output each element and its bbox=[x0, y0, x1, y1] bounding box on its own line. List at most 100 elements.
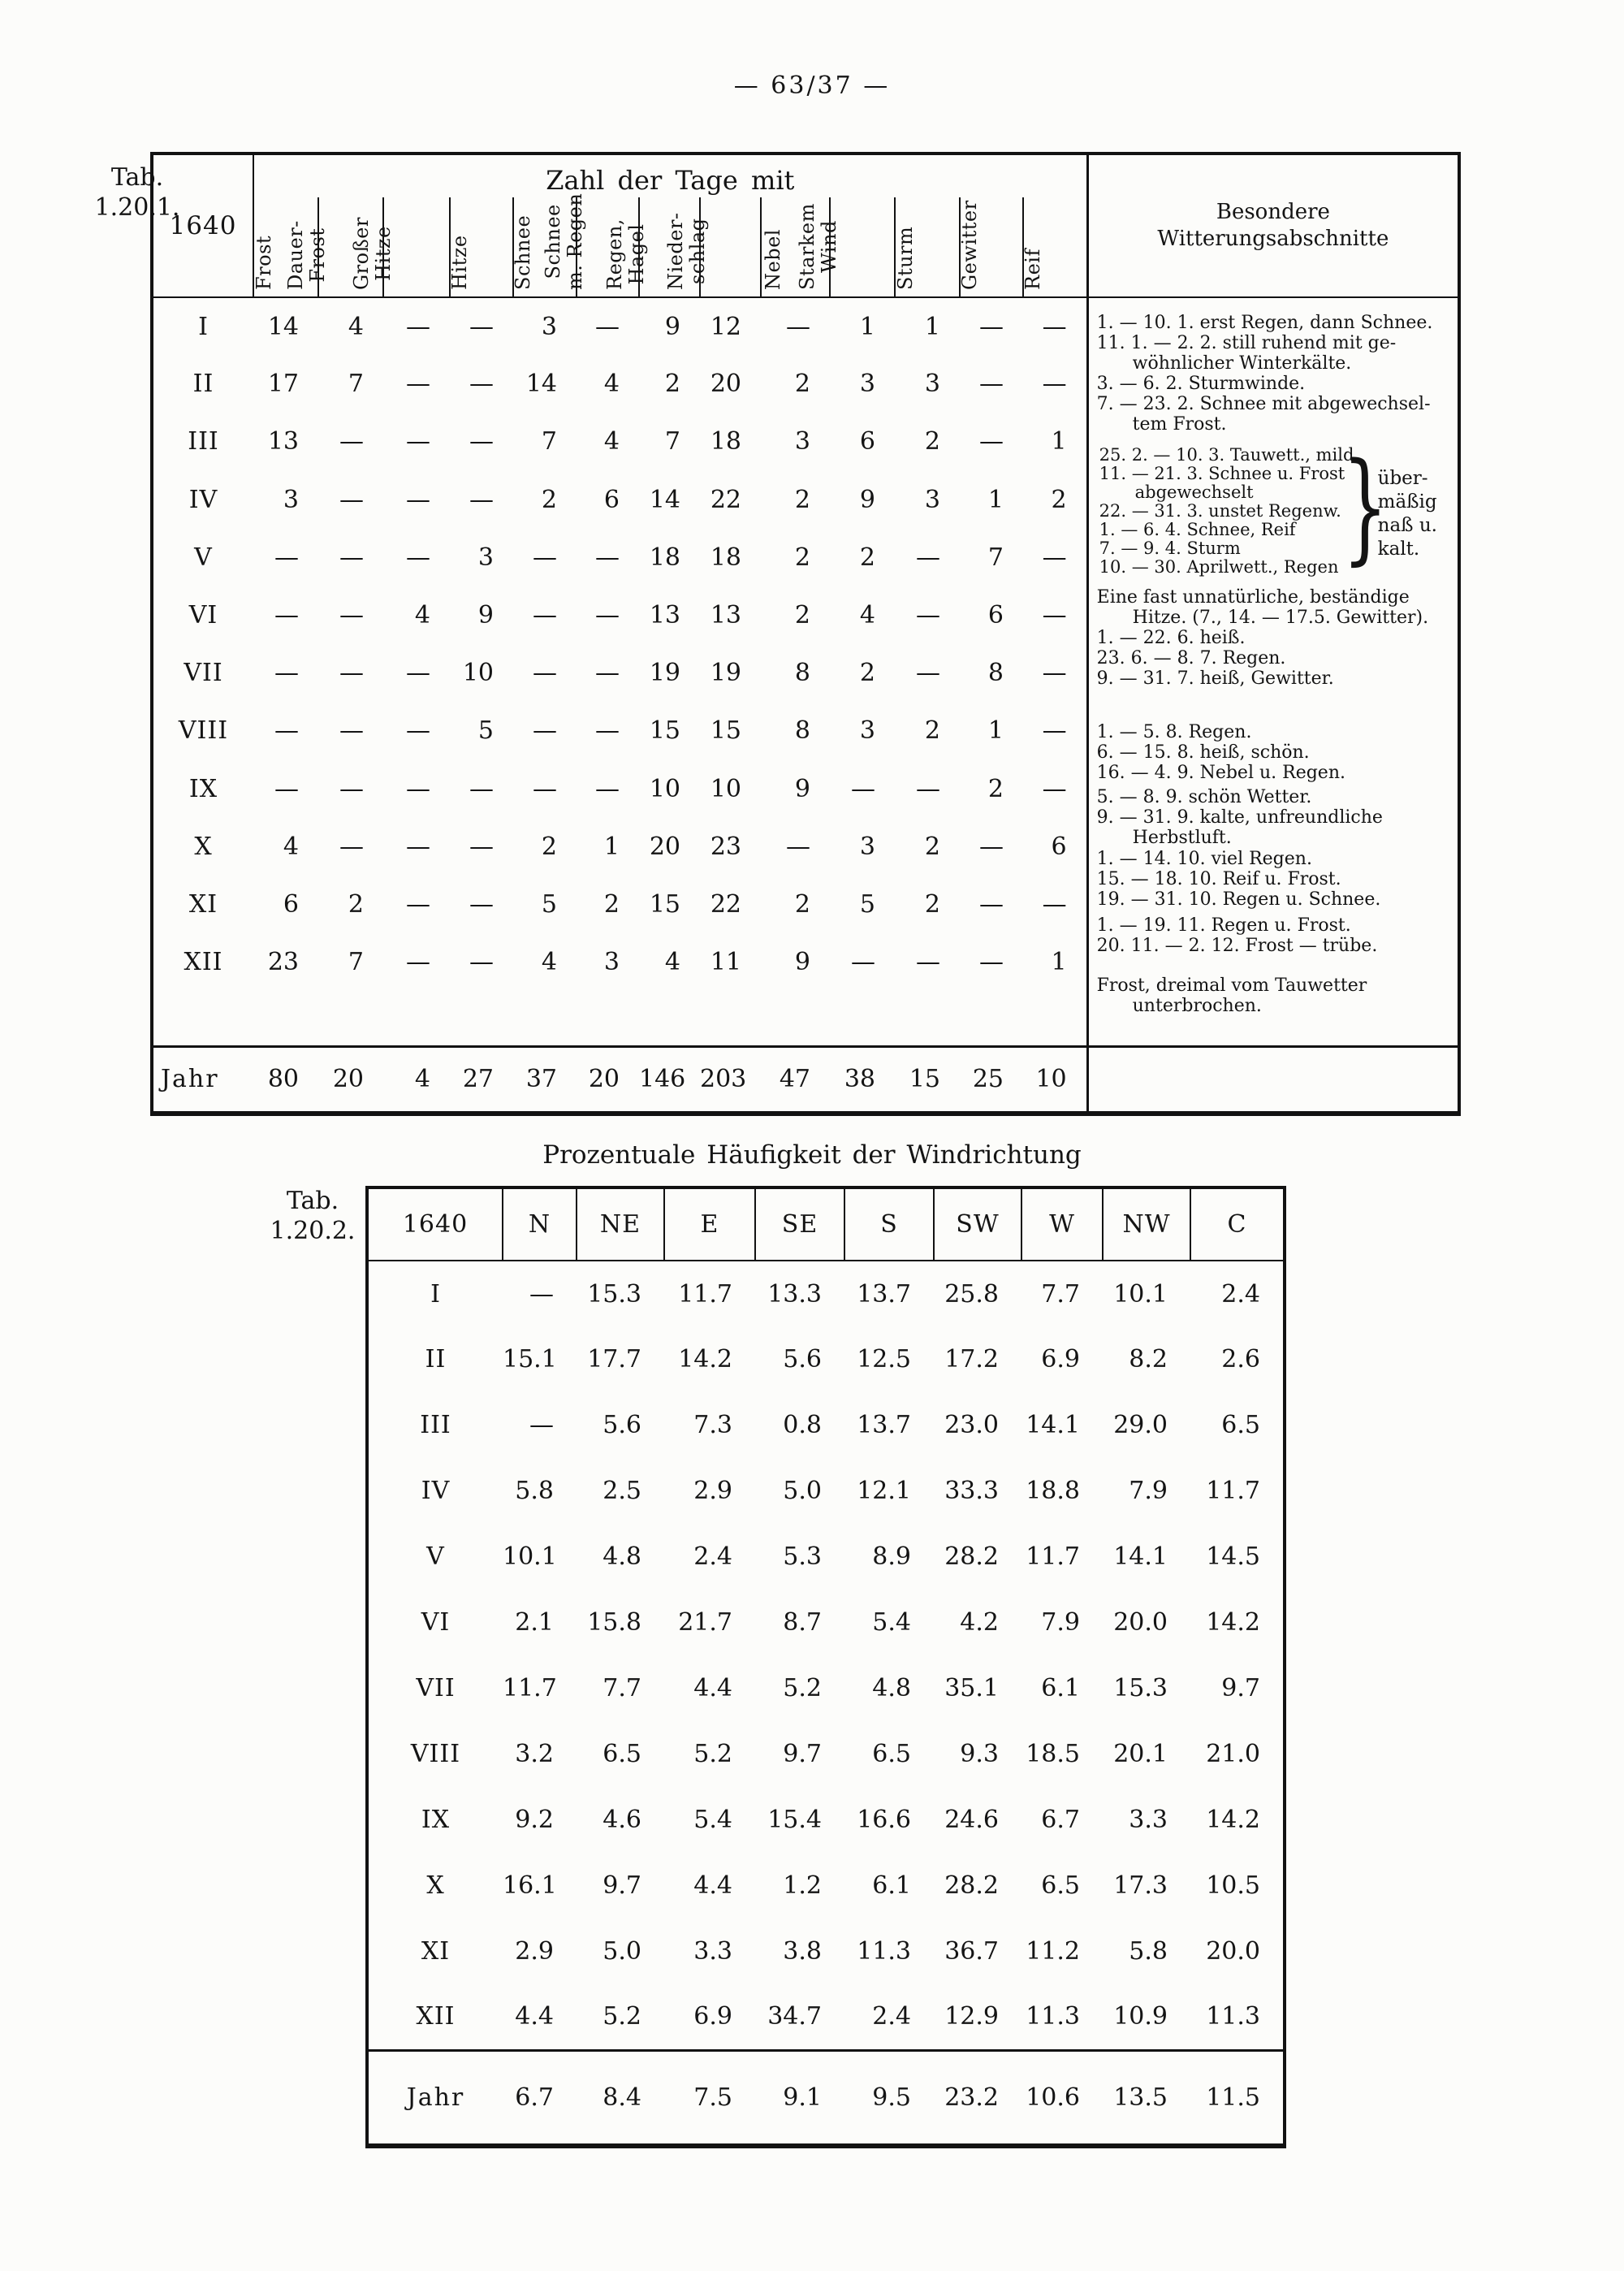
cell-X-E: 4.4 bbox=[693, 1871, 732, 1900]
table1-jahr-row: Jahr 80 20 4 27 37 20 146 203 47 38 15 25 10 bbox=[152, 1045, 1460, 1114]
cell-X-S: 6.1 bbox=[872, 1871, 911, 1900]
cell-VII-reif: — bbox=[1042, 659, 1067, 688]
column-header-label: Nieder- schlag bbox=[663, 212, 709, 290]
table1-row-XII: XII 23 7 — — 4 3 4 11 9 — — — 1 bbox=[152, 933, 1459, 991]
table2-row-IV: IV 5.8 2.5 2.9 5.0 12.1 33.3 18.8 7.9 11.7 bbox=[367, 1458, 1285, 1524]
table1-year: 1640 bbox=[152, 154, 254, 298]
cell-VI-gewitter: 6 bbox=[987, 601, 1004, 630]
cell-IX-S: 16.6 bbox=[857, 1806, 911, 1834]
cell-VI-N: 2.1 bbox=[515, 1608, 554, 1637]
cell-X-NE: 9.7 bbox=[603, 1871, 641, 1900]
tab-label-line: 1.20.2. bbox=[270, 1217, 356, 1245]
column-header-label: Hitze bbox=[447, 235, 471, 290]
cell-VIII-NE: 6.5 bbox=[603, 1740, 641, 1768]
column-header-label: Regen, Hagel bbox=[603, 218, 648, 290]
note-line: 22. — 31. 3. unstet Regenw. bbox=[1099, 501, 1341, 521]
cell-IV-hitze: — bbox=[469, 485, 494, 514]
cell-XI-S: 11.3 bbox=[857, 1937, 911, 1966]
month-label: IX bbox=[421, 1806, 451, 1834]
cell-XI-schnee: 5 bbox=[541, 889, 557, 919]
cell-VI-NE: 15.8 bbox=[587, 1608, 641, 1637]
cell-I-schnee: 3 bbox=[541, 312, 557, 341]
cell-VI-E: 21.7 bbox=[678, 1608, 732, 1637]
cell-IV-nebel: 2 bbox=[794, 485, 810, 514]
cell-XII-hitze: — bbox=[469, 948, 494, 977]
cell-III-nebel: 3 bbox=[794, 427, 810, 456]
cell-V-SW: 28.2 bbox=[944, 1542, 999, 1571]
cell-II-S: 12.5 bbox=[857, 1345, 911, 1373]
jahr-NE: 8.4 bbox=[577, 2048, 664, 2146]
cell-III-regen-hagel: 7 bbox=[664, 427, 680, 456]
page-number: — 63/37 — bbox=[733, 71, 891, 100]
month-label: XII bbox=[416, 2002, 456, 2031]
cell-IV-NW: 7.9 bbox=[1129, 1477, 1168, 1505]
cell-X-reif: 6 bbox=[1051, 832, 1067, 861]
cell-VI-W: 7.9 bbox=[1041, 1608, 1080, 1637]
jahr-schnee-m-regen: 20 bbox=[577, 1045, 639, 1114]
column-header-label: Reif bbox=[1021, 249, 1044, 290]
cell-XII-gewitter: — bbox=[979, 948, 1004, 977]
jahr-W: 10.6 bbox=[1021, 2048, 1103, 2146]
jahr-starkem-wind: 38 bbox=[830, 1045, 895, 1114]
cell-I-hitze: — bbox=[469, 312, 494, 341]
note-line: 10. — 30. Aprilwett., Regen bbox=[1099, 557, 1339, 577]
jahr-hitze: 27 bbox=[450, 1045, 513, 1114]
table1-row-VII: VII — — — 10 — — 19 19 8 2 — 8 — bbox=[152, 644, 1459, 702]
direction-header-w: W bbox=[1021, 1187, 1103, 1261]
cell-XI-grosser-hitze: — bbox=[406, 889, 430, 919]
month-label: III bbox=[420, 1411, 451, 1439]
table1-row-III: III 13 — — — 7 4 7 18 3 6 2 — 1 bbox=[152, 413, 1459, 470]
cell-V-N: 10.1 bbox=[503, 1542, 557, 1571]
cell-III-NE: 5.6 bbox=[603, 1411, 641, 1439]
month-label: IX bbox=[188, 774, 218, 803]
table1-row-IX: IX — — — — — — 10 10 9 — — 2 — bbox=[152, 760, 1459, 818]
cell-VIII-sturm: 2 bbox=[924, 716, 940, 746]
cell-V-C: 14.5 bbox=[1206, 1542, 1260, 1571]
cell-V-gewitter: 7 bbox=[987, 543, 1004, 572]
cell-III-W: 14.1 bbox=[1026, 1411, 1080, 1439]
cell-III-gewitter: — bbox=[979, 427, 1004, 456]
table1-title-row: 1640 Zahl der Tage mit Besondere Witteru… bbox=[152, 154, 1460, 298]
cell-IX-grosser-hitze: — bbox=[406, 774, 430, 803]
cell-X-dauer-frost: — bbox=[339, 832, 364, 861]
column-header-schnee-m-regen: Schnee m. Regen bbox=[542, 193, 639, 298]
cell-III-N: — bbox=[529, 1411, 554, 1439]
cell-IX-SE: 15.4 bbox=[767, 1806, 822, 1834]
cell-II-NE: 17.7 bbox=[587, 1345, 641, 1373]
cell-II-SE: 5.6 bbox=[783, 1345, 822, 1373]
cell-X-hitze: — bbox=[469, 832, 494, 861]
cell-IV-starkem-wind: 9 bbox=[859, 485, 875, 514]
cell-V-SE: 5.3 bbox=[783, 1542, 822, 1571]
column-header-regen-hagel: Regen, Hagel bbox=[603, 197, 700, 298]
month-label: VII bbox=[184, 659, 223, 688]
cell-VIII-dauer-frost: — bbox=[339, 716, 364, 746]
cell-XII-schnee-m-regen: 3 bbox=[603, 948, 620, 977]
cell-IV-S: 12.1 bbox=[857, 1477, 911, 1505]
cell-XI-SE: 3.8 bbox=[783, 1937, 822, 1966]
note-line: 9. — 31. 7. heiß, Gewitter. bbox=[1096, 668, 1334, 689]
cell-VII-frost: — bbox=[274, 659, 299, 688]
cell-IV-W: 18.8 bbox=[1026, 1477, 1080, 1505]
cell-VII-NE: 7.7 bbox=[603, 1674, 641, 1702]
cell-IV-SE: 5.0 bbox=[783, 1477, 822, 1505]
cell-IX-schnee: — bbox=[533, 774, 557, 803]
cell-VIII-grosser-hitze: — bbox=[406, 716, 430, 746]
note-line: 1. — 19. 11. Regen u. Frost. bbox=[1096, 915, 1351, 936]
table2-row-V: V 10.1 4.8 2.4 5.3 8.9 28.2 11.7 14.1 14.5 bbox=[367, 1524, 1285, 1590]
cell-VIII-regen-hagel: 15 bbox=[649, 716, 680, 746]
cell-XI-niederschlag: 22 bbox=[710, 889, 741, 919]
month-label: V bbox=[426, 1542, 445, 1571]
table2-row-XII: XII 4.4 5.2 6.9 34.7 2.4 12.9 11.3 10.9 11.3 bbox=[367, 1984, 1285, 2050]
cell-VI-sturm: — bbox=[916, 601, 940, 630]
cell-VIII-nebel: 8 bbox=[794, 716, 810, 746]
cell-V-schnee-m-regen: — bbox=[595, 543, 620, 572]
tab-label-line: Tab. bbox=[286, 1187, 339, 1215]
note-block-3: Eine fast unnatürliche, beständige Hitze.… bbox=[1097, 587, 1428, 689]
note-line: 5. — 8. 9. schön Wetter. bbox=[1096, 787, 1312, 807]
note-line: Hitze. (7., 14. — 17.5. Gewitter). bbox=[1132, 608, 1429, 628]
cell-V-reif: — bbox=[1042, 543, 1067, 572]
brace-note-line: kalt. bbox=[1377, 539, 1420, 560]
cell-VII-schnee-m-regen: — bbox=[595, 659, 620, 688]
cell-I-SW: 25.8 bbox=[944, 1279, 999, 1309]
